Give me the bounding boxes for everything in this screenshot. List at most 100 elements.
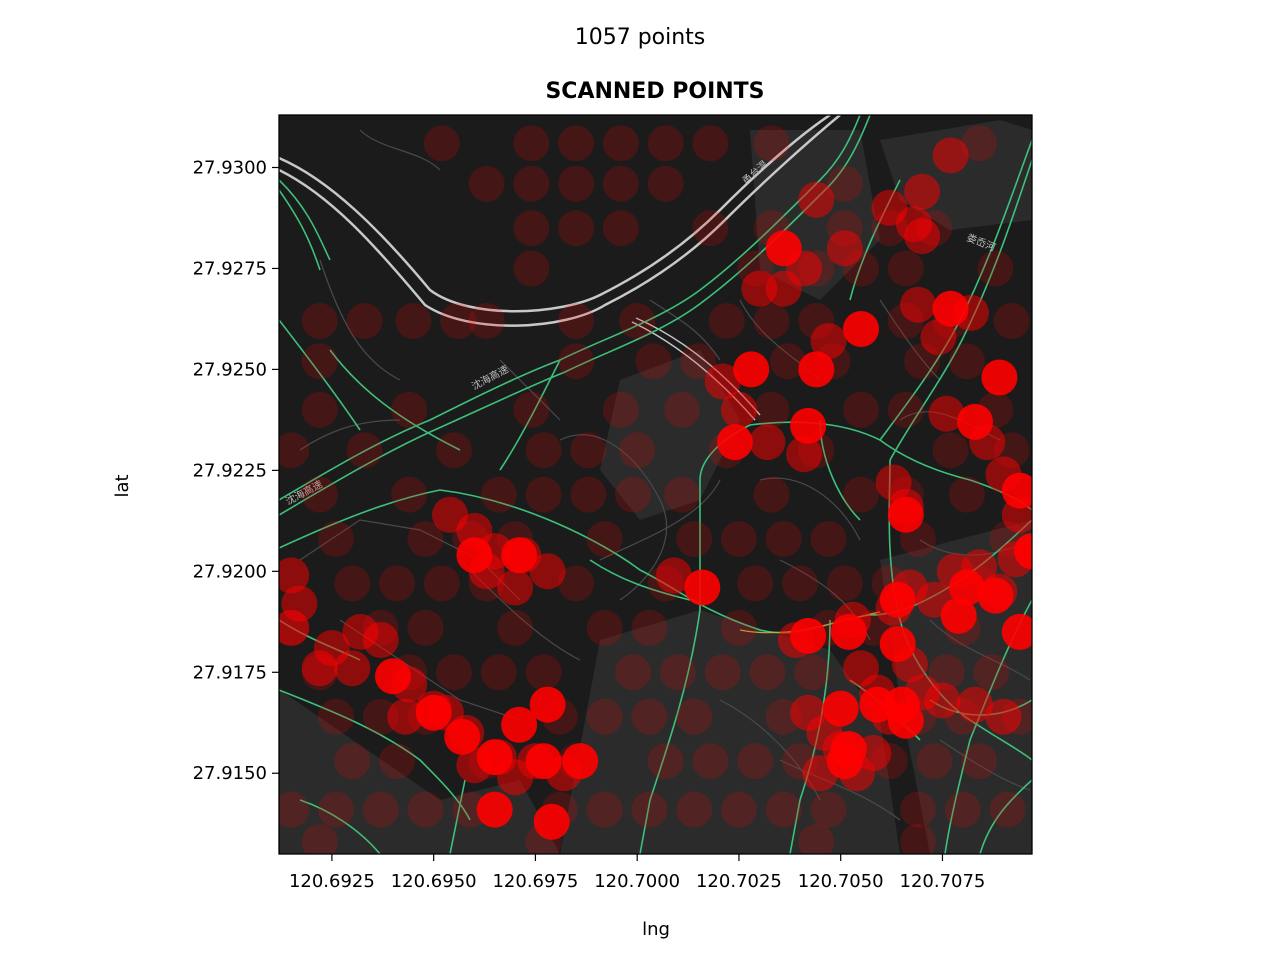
scan-point <box>318 791 354 828</box>
scan-point <box>737 743 774 780</box>
scan-point <box>423 125 460 162</box>
x-tick-label: 120.6975 <box>492 871 578 892</box>
scan-point <box>476 739 513 776</box>
scan-point <box>737 565 774 602</box>
y-tick-label: 27.9275 <box>193 258 267 279</box>
scan-point <box>501 706 538 743</box>
scan-point <box>659 654 696 691</box>
scan-point <box>615 476 652 513</box>
scan-point <box>928 395 965 432</box>
scan-point <box>822 690 859 727</box>
y-tick-label: 27.9300 <box>193 157 267 178</box>
scan-point <box>529 686 566 723</box>
scan-point <box>318 521 354 557</box>
map-streets <box>299 129 1031 821</box>
scan-point <box>318 698 354 735</box>
scan-point <box>887 702 924 739</box>
scan-point <box>692 743 729 780</box>
scan-point <box>692 125 729 162</box>
scan-point <box>501 537 538 574</box>
x-axis-label: lng <box>642 919 670 940</box>
scan-point <box>456 537 493 574</box>
scan-point <box>647 165 684 202</box>
scan-point <box>395 303 432 339</box>
scan-point <box>989 791 1026 828</box>
scan-point <box>664 391 700 428</box>
scan-point <box>647 743 684 780</box>
scan-point <box>602 391 639 428</box>
scan-point <box>558 125 595 162</box>
scan-point <box>570 476 607 513</box>
scan-point <box>924 682 961 719</box>
scan-point <box>334 650 371 687</box>
scan-point <box>957 686 993 723</box>
scan-point <box>423 565 460 602</box>
scan-point <box>753 303 790 339</box>
scan-point <box>810 521 847 557</box>
scan-point <box>961 743 998 780</box>
scan-point <box>810 791 847 828</box>
scan-point <box>362 622 399 658</box>
scan-point <box>301 650 338 687</box>
scan-point <box>525 432 562 469</box>
scan-point <box>753 391 790 428</box>
scan-point <box>655 557 692 594</box>
scan-point <box>558 165 595 202</box>
scan-point <box>981 359 1018 396</box>
scan-point <box>765 230 802 267</box>
scan-point <box>961 125 998 162</box>
y-tick-label: 27.9225 <box>193 460 267 481</box>
scan-point <box>279 432 310 469</box>
scan-point <box>631 609 668 646</box>
scan-point <box>480 654 517 691</box>
scan-point <box>879 581 916 618</box>
scan-point <box>794 654 831 691</box>
scan-point <box>948 343 985 380</box>
y-axis-label: lat <box>112 474 133 497</box>
scan-point <box>391 476 428 513</box>
scan-point <box>798 181 835 218</box>
scan-point <box>900 286 936 323</box>
scan-point <box>513 210 550 247</box>
scan-point <box>676 698 713 735</box>
scan-point <box>619 432 656 469</box>
scan-point <box>631 791 668 828</box>
scan-point <box>476 791 513 828</box>
scan-point <box>932 432 969 469</box>
scan-point <box>720 791 757 828</box>
scan-point <box>444 718 481 755</box>
scan-point <box>684 569 721 606</box>
scan-point <box>525 476 562 513</box>
scan-point <box>586 698 623 735</box>
scan-point <box>513 391 550 428</box>
scan-point <box>468 303 505 339</box>
scan-point <box>993 303 1030 339</box>
scan-point <box>977 577 1014 614</box>
scan-point <box>830 613 867 650</box>
scan-point <box>704 654 741 691</box>
scan-point <box>798 823 835 854</box>
scan-point <box>301 476 338 513</box>
x-tick-label: 120.6950 <box>391 871 477 892</box>
scan-point <box>708 303 745 339</box>
scan-point <box>407 791 444 828</box>
scan-point <box>407 521 444 557</box>
scan-point <box>769 343 806 380</box>
scan-point <box>765 791 802 828</box>
scan-point <box>680 343 717 380</box>
scan-point <box>932 137 969 174</box>
y-tick-label: 27.9175 <box>193 662 267 683</box>
scan-point <box>826 743 863 780</box>
scan-point <box>436 654 472 691</box>
figure-suptitle: 1057 points <box>575 25 706 50</box>
scan-point <box>1014 533 1032 570</box>
scan-point <box>334 743 371 780</box>
scan-point <box>887 391 924 428</box>
scan-point <box>716 424 753 461</box>
scan-point <box>436 432 472 469</box>
scan-point <box>529 553 566 590</box>
y-tick-label: 27.9200 <box>193 561 267 582</box>
map-blocks <box>280 120 1032 854</box>
scan-point <box>826 230 863 267</box>
